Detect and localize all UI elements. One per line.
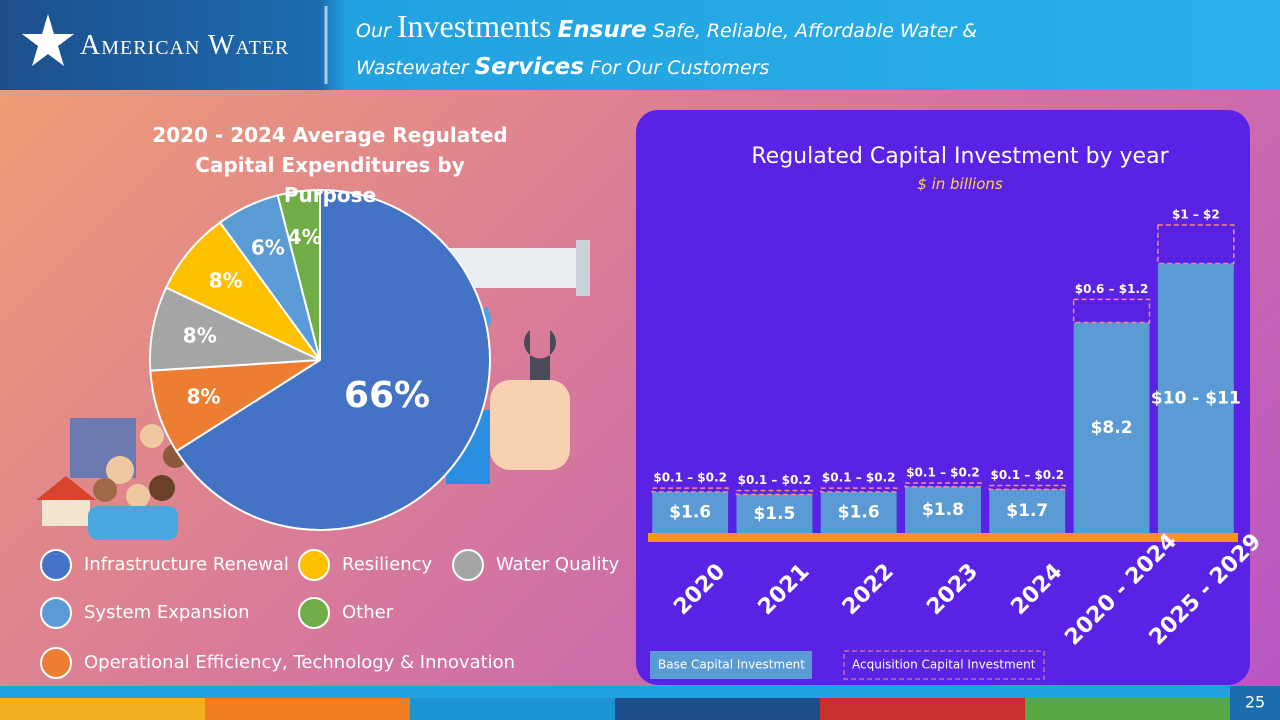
bar-segment xyxy=(989,489,1066,533)
bar-title: Regulated Capital Investment by year xyxy=(751,144,1169,169)
slice-label: 8% xyxy=(209,268,243,292)
legend-label: Resiliency xyxy=(342,554,433,575)
legend-swatch xyxy=(298,597,330,629)
bar-segment-acquisition xyxy=(1072,298,1151,324)
legend-swatch xyxy=(40,647,72,679)
value-label: $0.1 – $0.2 xyxy=(990,468,1064,482)
bar-segment xyxy=(820,491,897,533)
value-label: $0.1 – $0.2 xyxy=(822,471,896,485)
legend-label: Base Capital Investment xyxy=(658,658,805,672)
legend-swatch xyxy=(452,549,484,581)
value-label: $1 – $2 xyxy=(1172,208,1220,222)
title-part: Services xyxy=(474,54,584,80)
pie-slice xyxy=(276,188,321,361)
bar-segment xyxy=(652,491,729,533)
legend-label: Operational Efficiency, Technology & Inn… xyxy=(84,652,515,673)
people-icon xyxy=(36,418,187,540)
footer-strip xyxy=(0,686,1280,720)
title-part: Investments xyxy=(396,8,552,44)
bar-segment xyxy=(736,494,813,533)
title-part: For Our Customers xyxy=(589,57,770,79)
bar-segment-acquisition xyxy=(1157,224,1235,265)
legend-swatch xyxy=(40,597,72,629)
title-part: Safe, Reliable, Affordable Water & xyxy=(652,20,978,42)
logo-star xyxy=(22,14,74,66)
slide-title: Our Investments Ensure Safe, Reliable, A… xyxy=(356,8,977,86)
slice-label: 8% xyxy=(183,324,217,348)
slice-label: 66% xyxy=(344,375,430,416)
slice-label: 4% xyxy=(288,225,322,249)
value-label: $0.6 – $1.2 xyxy=(1075,282,1149,296)
value-label: $0.1 – $0.2 xyxy=(653,471,727,485)
title-part: Wastewater xyxy=(356,57,469,79)
slice-label: 8% xyxy=(187,384,221,408)
value-label: $1.8 xyxy=(922,500,964,520)
title-part: Ensure xyxy=(557,17,647,43)
legend-label: Acquisition Capital Investment xyxy=(852,658,1036,672)
legend-label: Other xyxy=(342,602,394,623)
legend-swatch xyxy=(298,549,330,581)
legend-swatch xyxy=(650,651,812,679)
logo: American Water xyxy=(80,30,290,61)
baseline xyxy=(648,533,1238,542)
value-label: $1.6 xyxy=(669,502,711,522)
value-label: $10 - $11 xyxy=(1151,388,1241,408)
bar-segment xyxy=(1157,263,1234,533)
page-number: 25 xyxy=(1245,693,1265,712)
title-part: Our xyxy=(356,20,391,42)
legend-label: System Expansion xyxy=(84,602,250,623)
legend-label: Infrastructure Renewal xyxy=(84,554,289,575)
bar-segment xyxy=(1073,322,1150,533)
value-label: $0.1 – $0.2 xyxy=(738,473,812,487)
legend-label: Water Quality xyxy=(496,554,620,575)
value-label: $1.5 xyxy=(753,504,795,524)
bar-subtitle: $ in billions xyxy=(917,175,1003,193)
value-label: $1.6 xyxy=(838,502,880,522)
pie-title: 2020 - 2024 Average Regulated Capital Ex… xyxy=(152,123,508,207)
header-bar xyxy=(0,0,1280,90)
bar-segment xyxy=(905,486,981,533)
pie-slice xyxy=(175,188,491,531)
value-label: $8.2 xyxy=(1091,418,1133,438)
value-label: $0.1 – $0.2 xyxy=(906,465,980,479)
slice-label: 6% xyxy=(251,236,285,260)
legend-swatch xyxy=(40,549,72,581)
value-label: $1.7 xyxy=(1006,501,1048,521)
legend-swatch xyxy=(843,650,1045,680)
